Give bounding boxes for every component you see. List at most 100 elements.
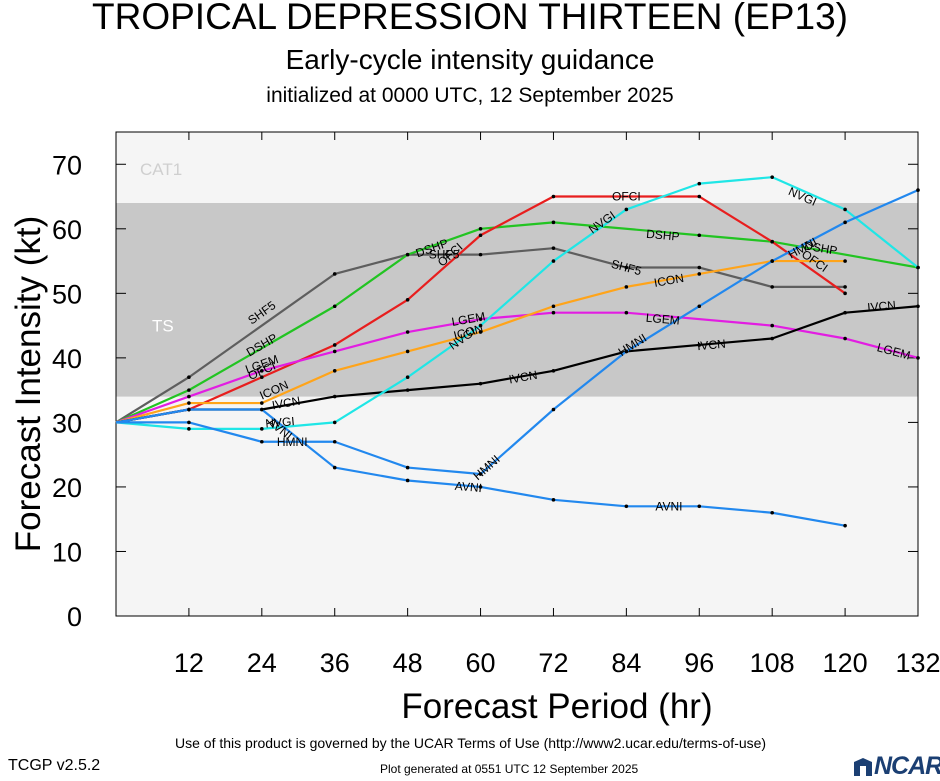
series-point-avni-96 (697, 504, 702, 509)
series-point-hmni-108 (770, 259, 774, 263)
series-avni (115, 407, 847, 528)
y-tick-label-40: 40 (52, 344, 82, 374)
series-point-avni-36 (332, 465, 337, 470)
y-axis-label: Forecast Intensity (kt) (9, 216, 48, 552)
series-point-shf5-96 (697, 265, 702, 270)
version-label: TCGP v2.5.2 (8, 757, 101, 774)
x-tick-label-60: 60 (466, 648, 496, 678)
series-point-nvgi-108 (770, 175, 774, 179)
initialized-time: initialized at 0000 UTC, 12 September 20… (266, 84, 674, 107)
series-dshp (115, 220, 920, 424)
series-point-nvgi-120 (843, 207, 847, 212)
series-point-ivcn-120 (843, 310, 847, 315)
series-point-nvgi-60 (478, 323, 483, 328)
series-label-ivcn-0: IVCN (271, 394, 302, 413)
series-point-shf5-60 (478, 252, 483, 257)
series-label-ivcn-3: IVCN (867, 298, 897, 314)
x-tick-label-12: 12 (174, 648, 204, 678)
series-point-lgem-120 (843, 336, 847, 341)
series-point-ofci-60 (478, 233, 483, 238)
series-point-avni-48 (405, 478, 410, 483)
series-label-shf5-1: SHF5 (429, 248, 460, 262)
series-point-shf5-72 (551, 246, 556, 250)
series-point-icon-120 (843, 259, 847, 263)
x-tick-label-72: 72 (538, 648, 568, 678)
series-point-hmni-12 (187, 420, 191, 425)
series-point-ivcn-96 (697, 343, 702, 347)
series-shf5 (115, 246, 847, 424)
series-point-lgem-72 (551, 310, 556, 315)
series-point-ofci-72 (551, 194, 556, 199)
series-point-hmni-132 (916, 188, 920, 192)
series-point-dshp-60 (478, 227, 483, 231)
series-point-avni-84 (624, 504, 629, 509)
series-point-ofci-108 (770, 239, 774, 244)
series-label-ofci-2: OFCI (612, 190, 641, 204)
ncar-logo-text: NCAR (874, 752, 940, 780)
series-label-hmni-0: HMNI (277, 435, 308, 449)
series-point-avni-72 (551, 498, 556, 502)
x-tick-label-120: 120 (823, 648, 868, 678)
series-point-ofci-24 (260, 375, 264, 380)
series-line-nvgi (115, 176, 919, 430)
series-point-lgem-12 (187, 394, 191, 399)
series-point-lgem-60 (478, 317, 483, 321)
y-tick-label-20: 20 (52, 473, 82, 503)
band-label-cat1: CAT1 (140, 160, 182, 179)
series-point-nvgi-36 (332, 420, 337, 425)
x-tick-label-132: 132 (895, 648, 940, 678)
series-point-avni-60 (478, 485, 483, 489)
series-point-nvgi-72 (551, 259, 556, 263)
series-point-avni-108 (770, 510, 774, 515)
series-point-nvgi-96 (697, 181, 702, 186)
series-point-avni-12 (187, 407, 191, 412)
series-point-ofci-36 (332, 343, 337, 347)
series-point-avni-24 (260, 407, 264, 412)
series-point-shf5-108 (770, 285, 774, 289)
series-line-ofci (115, 195, 846, 424)
series-point-icon-96 (697, 272, 702, 276)
series-label-ivcn-2: IVCN (697, 337, 727, 353)
series-point-ivcn-36 (332, 394, 337, 399)
series-point-nvgi-48 (405, 375, 410, 380)
band-cat1 (116, 132, 918, 203)
series-label-nvgi-0: NVGI (265, 414, 295, 431)
series-point-icon-84 (624, 285, 629, 289)
x-axis-label: Forecast Period (hr) (401, 687, 712, 726)
series-label-lgem-1: LGEM (450, 309, 486, 329)
series-label-dshp-2: DSHP (646, 227, 680, 244)
chart-title: TROPICAL DEPRESSION THIRTEEN (EP13) (92, 0, 848, 37)
series-point-hmni-72 (551, 407, 556, 412)
series-point-icon-72 (551, 304, 556, 309)
series-point-avni-120 (843, 523, 847, 528)
ncar-logo: NCAR (852, 752, 940, 780)
series-point-icon-24 (260, 401, 264, 405)
x-tick-label-84: 84 (611, 648, 641, 678)
band-ts (116, 202, 918, 397)
series-point-nvgi-12 (187, 427, 191, 431)
band-label-ts: TS (152, 317, 174, 336)
series-point-ivcn-60 (478, 381, 483, 386)
series-point-ivcn-132 (916, 304, 920, 309)
series-point-hmni-36 (332, 439, 337, 444)
series-point-hmni-84 (624, 349, 629, 354)
series-point-hmni-120 (843, 220, 847, 225)
generated-time: Plot generated at 0551 UTC 12 September … (380, 762, 639, 776)
series-label-lgem-2: LGEM (645, 311, 680, 328)
series-point-nvgi-24 (260, 427, 264, 431)
series-point-dshp-96 (697, 233, 702, 238)
x-tick-label-108: 108 (750, 648, 795, 678)
series-point-lgem-24 (260, 368, 264, 373)
series-point-ivcn-72 (551, 368, 556, 373)
series-point-lgem-108 (770, 323, 774, 328)
series-point-dshp-72 (551, 220, 556, 225)
series-point-shf5-120 (843, 285, 847, 289)
y-tick-label-30: 30 (52, 408, 82, 438)
series-point-dshp-12 (187, 388, 191, 392)
series-line-shf5 (115, 247, 846, 424)
plot-frame (115, 131, 919, 617)
series-label-dshp-3: DSHP (803, 238, 838, 258)
series-label-avni-2: AVNI (655, 499, 682, 513)
series-ofci (115, 194, 847, 424)
series-point-shf5-36 (332, 272, 337, 276)
